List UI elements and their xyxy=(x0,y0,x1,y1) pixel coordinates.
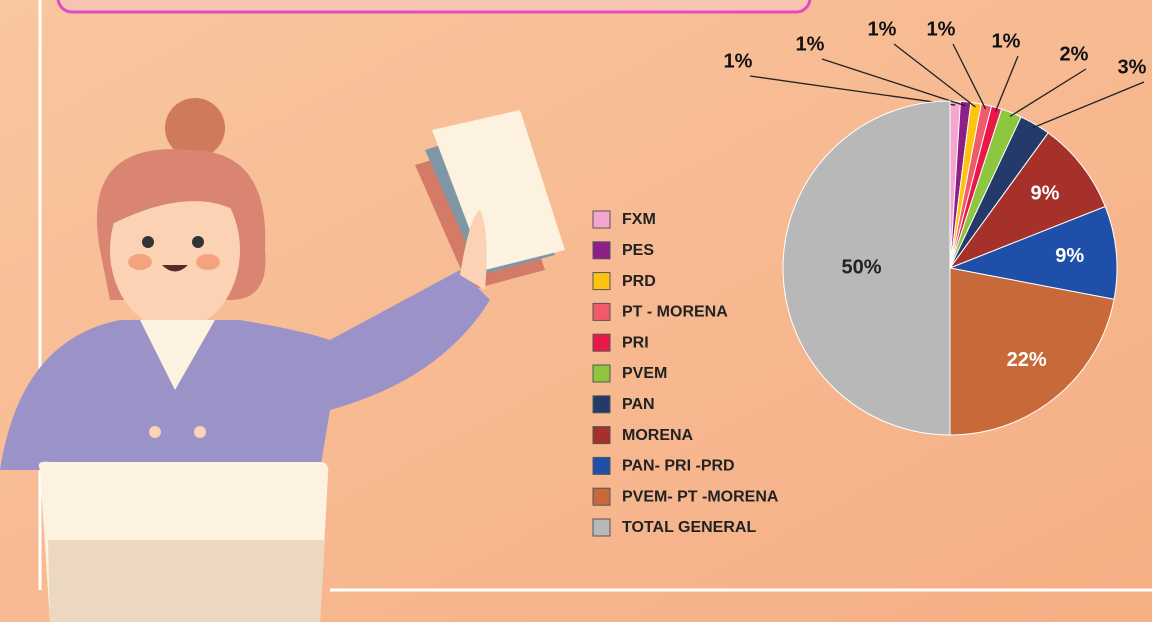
pie-slice xyxy=(948,205,1118,300)
data-label: 2% xyxy=(1060,43,1089,65)
data-label: 1% xyxy=(868,18,897,40)
pie-slice xyxy=(948,132,1106,270)
legend-label: PRD xyxy=(622,273,656,290)
data-label: 22% xyxy=(1007,349,1047,371)
legend-swatch xyxy=(592,302,611,321)
legend-label: FXM xyxy=(622,211,656,228)
data-label: 50% xyxy=(841,256,881,278)
leader-line xyxy=(893,43,976,108)
banner xyxy=(56,0,812,14)
legend-swatch xyxy=(592,518,611,537)
legend-swatch xyxy=(592,272,611,291)
legend-swatch xyxy=(592,487,611,506)
data-label: 1% xyxy=(927,18,956,40)
leader-line xyxy=(1009,68,1087,117)
data-label: 1% xyxy=(992,30,1021,52)
legend-label: TOTAL GENERAL xyxy=(622,519,756,536)
data-label: 3% xyxy=(1118,56,1147,78)
data-label: 1% xyxy=(724,50,753,72)
legend-swatch xyxy=(592,210,611,229)
pie-slice xyxy=(782,100,951,436)
illustration xyxy=(0,98,565,622)
data-label: 1% xyxy=(796,33,825,55)
legend-label: PES xyxy=(622,242,654,259)
legend-label: PVEM- PT -MORENA xyxy=(622,488,779,505)
leader-line xyxy=(952,43,987,110)
leader-line xyxy=(749,75,956,106)
legend-label: PAN xyxy=(622,396,655,413)
data-label: 9% xyxy=(1031,183,1060,205)
legend-label: PAN- PRI -PRD xyxy=(622,458,735,475)
legend-swatch xyxy=(592,395,611,414)
legend-label: PRI xyxy=(622,334,649,351)
leader-line xyxy=(994,55,1019,112)
legend-swatch xyxy=(592,456,611,475)
legend-swatch xyxy=(592,426,611,445)
data-label: 9% xyxy=(1055,245,1084,267)
legend-swatch xyxy=(592,364,611,383)
legend-label: PT - MORENA xyxy=(622,304,728,321)
legend-swatch xyxy=(592,241,611,260)
pie-slice xyxy=(949,267,1115,436)
legend-swatch xyxy=(592,333,611,352)
leader-line xyxy=(1032,81,1145,129)
legend-label: PVEM xyxy=(622,365,667,382)
legend-label: MORENA xyxy=(622,427,694,444)
leader-line xyxy=(821,58,966,107)
